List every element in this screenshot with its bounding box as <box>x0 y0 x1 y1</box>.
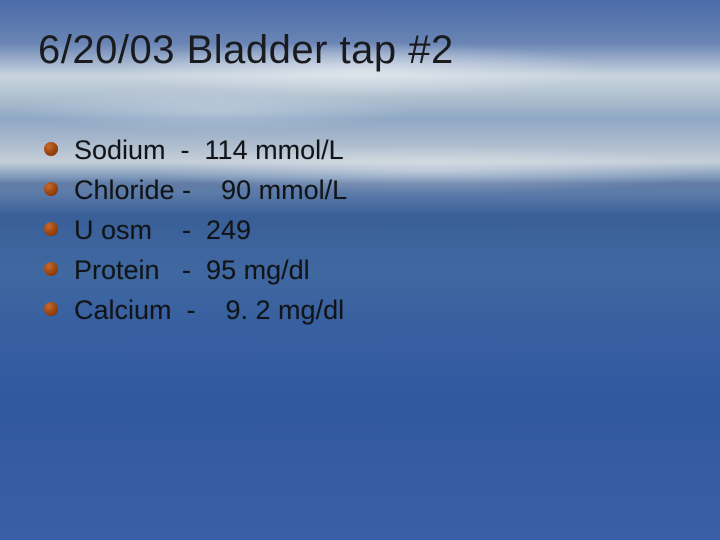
list-item: Sodium - 114 mmol/L <box>44 131 682 171</box>
list-item: U osm - 249 <box>44 211 682 251</box>
list-item: Calcium - 9. 2 mg/dl <box>44 291 682 331</box>
list-item: Protein - 95 mg/dl <box>44 251 682 291</box>
slide-container: 6/20/03 Bladder tap #2 Sodium - 114 mmol… <box>0 0 720 540</box>
slide-title: 6/20/03 Bladder tap #2 <box>38 28 682 73</box>
bullet-list: Sodium - 114 mmol/L Chloride - 90 mmol/L… <box>38 131 682 331</box>
list-item: Chloride - 90 mmol/L <box>44 171 682 211</box>
